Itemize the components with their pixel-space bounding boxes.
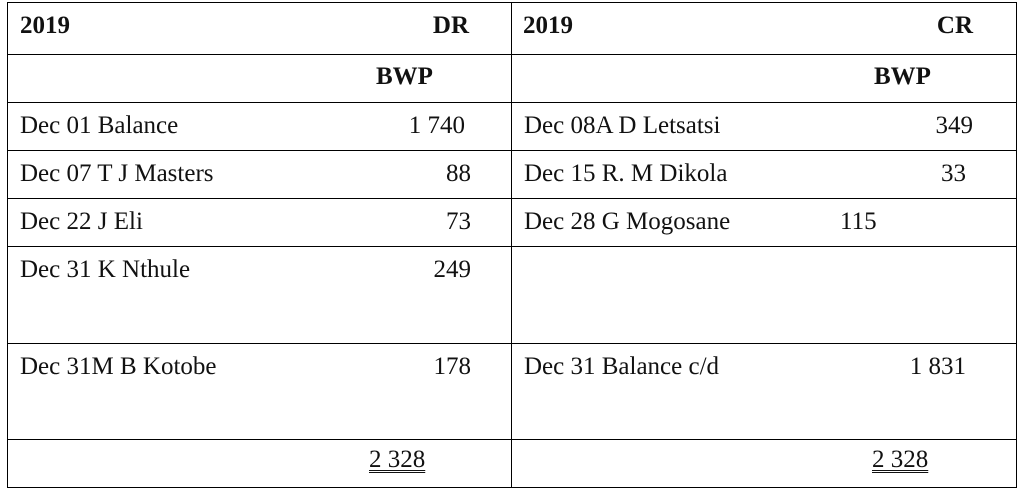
debit-currency-cell: BWP <box>7 54 512 104</box>
credit-total-cell: 2 328 <box>511 438 1017 489</box>
debit-year: 2019 <box>20 12 70 39</box>
debit-entry-cell: Dec 07 T J Masters 88 <box>7 150 512 200</box>
credit-entry-cell <box>511 246 1017 344</box>
ledger-row: Dec 22 J Eli 73 Dec 28 G Mogosane 115 <box>7 198 1017 248</box>
credit-currency: BWP <box>874 63 931 91</box>
debit-entry-amount: 73 <box>446 208 471 236</box>
debit-entry-cell: Dec 01 Balance 1 740 <box>7 102 512 152</box>
ledger-row: Dec 01 Balance 1 740 Dec 08A D Letsatsi … <box>7 102 1017 152</box>
debit-side-label: DR <box>432 12 469 39</box>
debit-entry-text: Dec 22 J Eli <box>20 208 143 236</box>
debit-total: 2 328 <box>369 445 426 473</box>
debit-header-cell: 2019 DR <box>7 1 512 56</box>
debit-entry-text: Dec 07 T J Masters <box>20 160 214 188</box>
credit-entry-text: Dec 08A D Letsatsi <box>524 112 721 140</box>
currency-row: BWP BWP <box>7 54 1017 104</box>
debit-total-cell: 2 328 <box>7 438 512 489</box>
debit-entry-text: Dec 01 Balance <box>20 112 179 140</box>
debit-currency: BWP <box>376 63 433 91</box>
debit-entry-cell: Dec 22 J Eli 73 <box>7 198 512 248</box>
debit-entry-amount: 88 <box>446 160 471 188</box>
debit-entry-cell: Dec 31 K Nthule 249 <box>7 246 512 344</box>
credit-total: 2 328 <box>872 445 929 473</box>
credit-entry-cell: Dec 31 Balance c/d 1 831 <box>511 342 1017 440</box>
credit-currency-cell: BWP <box>511 54 1017 104</box>
credit-year: 2019 <box>523 12 573 39</box>
credit-entry-amount: 33 <box>941 160 966 188</box>
credit-entry-amount: 349 <box>935 112 974 140</box>
debit-entry-text: Dec 31 K Nthule <box>20 256 191 284</box>
credit-entry-text: Dec 28 G Mogosane <box>524 208 731 236</box>
ledger-row: Dec 07 T J Masters 88 Dec 15 R. M Dikola… <box>7 150 1017 200</box>
ledger-row: Dec 31M B Kotobe 178 Dec 31 Balance c/d … <box>7 342 1017 440</box>
debit-entry-text: Dec 31M B Kotobe <box>20 352 217 380</box>
header-row: 2019 DR 2019 CR <box>7 1 1017 56</box>
credit-header-cell: 2019 CR <box>511 1 1017 56</box>
debit-entry-amount: 178 <box>433 352 472 380</box>
credit-entry-amount: 115 <box>840 208 877 236</box>
debit-entry-amount: 1 740 <box>408 112 465 140</box>
credit-entry-amount: 1 831 <box>909 352 966 380</box>
ledger-account-table: 2019 DR 2019 CR BWP BWP Dec 01 Balance 1… <box>7 1 1017 489</box>
credit-side-label: CR <box>936 12 973 39</box>
debit-entry-cell: Dec 31M B Kotobe 178 <box>7 342 512 440</box>
credit-entry-cell: Dec 28 G Mogosane 115 <box>511 198 1017 248</box>
credit-entry-cell: Dec 08A D Letsatsi 349 <box>511 102 1017 152</box>
credit-entry-text: Dec 15 R. M Dikola <box>524 160 728 188</box>
total-row: 2 328 2 328 <box>7 438 1017 489</box>
credit-entry-cell: Dec 15 R. M Dikola 33 <box>511 150 1017 200</box>
ledger-row: Dec 31 K Nthule 249 <box>7 246 1017 344</box>
credit-entry-text: Dec 31 Balance c/d <box>524 352 720 380</box>
debit-entry-amount: 249 <box>433 256 472 284</box>
